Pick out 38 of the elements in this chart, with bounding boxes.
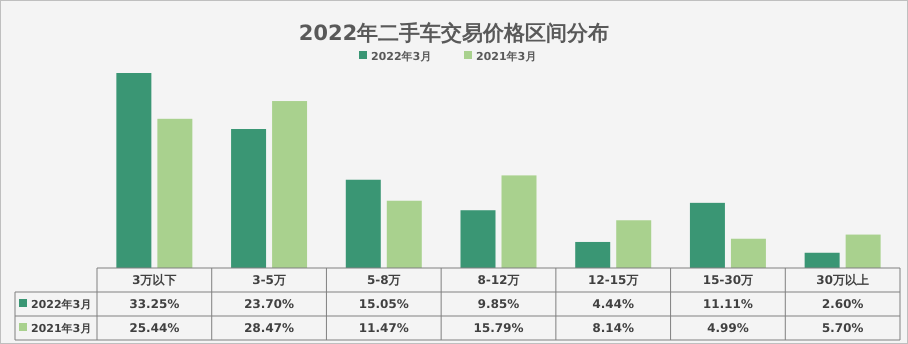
bar xyxy=(231,129,266,268)
data-label: 23.70% xyxy=(244,297,294,311)
bar xyxy=(386,200,422,268)
x-tick-label: 5-8万 xyxy=(366,273,401,287)
bar xyxy=(460,210,496,268)
x-tick-label: 8-12万 xyxy=(477,273,520,287)
bar xyxy=(502,175,536,268)
bar xyxy=(846,234,881,268)
bar xyxy=(804,252,840,268)
data-label: 2.60% xyxy=(822,297,864,311)
bar xyxy=(346,180,381,268)
x-tick-label: 3-5万 xyxy=(252,273,286,287)
bar xyxy=(575,242,610,268)
legend-label: 2022年3月 xyxy=(371,50,432,63)
bar xyxy=(272,101,308,268)
legend-label: 2021年3月 xyxy=(476,50,536,63)
data-label: 4.99% xyxy=(707,321,749,335)
x-tick-label: 3万以下 xyxy=(132,273,177,287)
data-label: 4.44% xyxy=(592,297,634,311)
data-label: 33.25% xyxy=(129,297,180,311)
bar xyxy=(730,238,766,268)
bar xyxy=(116,73,152,268)
x-tick-label: 12-15万 xyxy=(588,273,638,287)
data-label: 9.85% xyxy=(478,297,520,311)
x-tick-label: 15-30万 xyxy=(702,273,754,287)
chart-title: 2022年二手车交易价格区间分布 xyxy=(298,21,610,45)
data-label: 15.05% xyxy=(358,297,409,311)
data-label: 11.47% xyxy=(358,321,409,335)
data-label: 8.14% xyxy=(592,321,634,335)
bar xyxy=(157,118,192,268)
data-label: 15.79% xyxy=(474,321,524,335)
bar xyxy=(690,202,725,268)
bar xyxy=(616,220,652,268)
data-label: 11.11% xyxy=(702,297,753,311)
data-label: 5.70% xyxy=(822,321,864,335)
data-label: 25.44% xyxy=(129,321,180,335)
x-tick-label: 30万以上 xyxy=(816,273,869,287)
data-label: 28.47% xyxy=(244,321,294,335)
